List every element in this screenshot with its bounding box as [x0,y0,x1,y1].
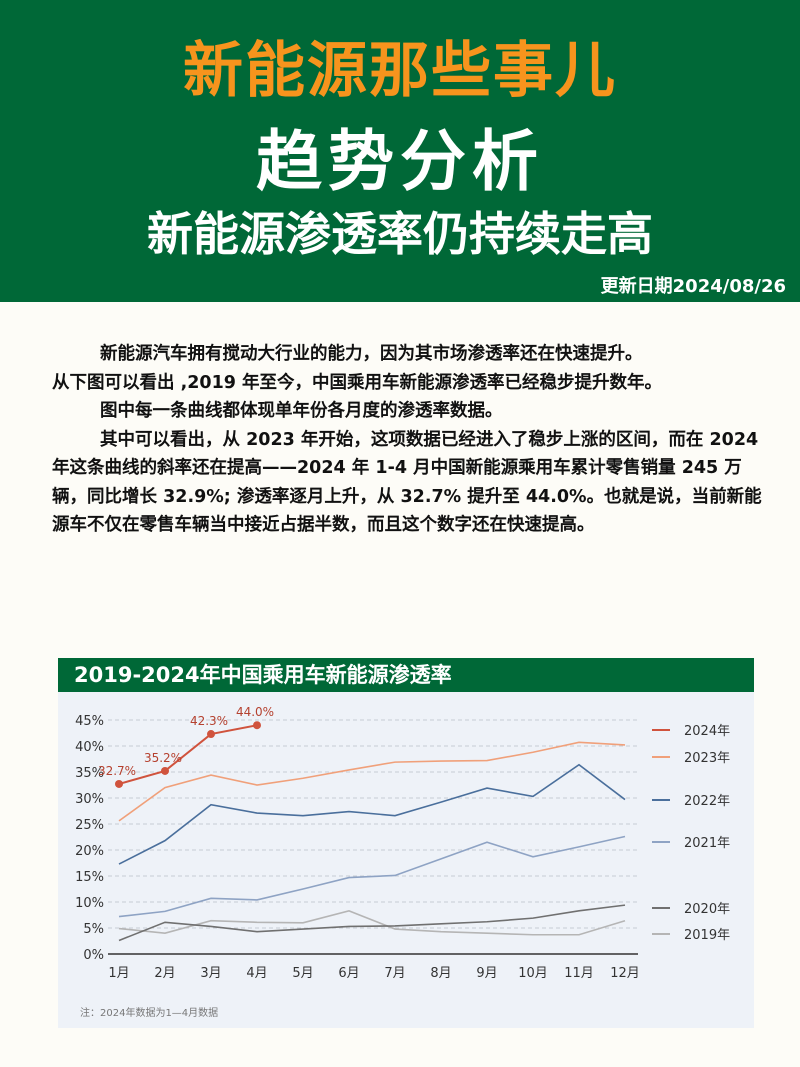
legend-label: 2023年 [684,751,730,766]
line-chart: 0% 5% 10% 15% 20% 25% 30% 35% 40% 45% 1月 2月 3月 4月 5月 6月… [75,705,730,981]
legend-label: 2022年 [684,794,730,809]
header-banner: 新能源那些事儿 趋势分析 新能源渗透率仍持续走高 更新日期2024/08/26 [0,0,800,302]
chart-card: 2019-2024年中国乘用车新能源渗透率 0% 5% 10% 15% 20% 25% 30… [58,658,754,1028]
data-label: 35.2% [144,751,182,765]
series-line-2019年 [118,910,626,936]
legend-label: 2024年 [684,724,730,739]
y-tick-label: 5% [83,922,104,937]
data-label: 32.7% [98,764,136,778]
x-tick-label: 9月 [476,966,497,981]
chart-note: 注：2024年数据为1—4月数据 [80,1008,219,1019]
x-tick-label: 7月 [384,966,405,981]
y-tick-label: 10% [75,896,104,911]
y-tick-label: 35% [75,766,104,781]
series-title: 新能源那些事儿 [183,36,617,106]
data-point [253,721,261,730]
article-body: 新能源汽车拥有搅动大行业的能力，因为其市场渗透率还在快速提升。 从下图可以看出 … [52,340,772,540]
y-tick-label: 30% [75,792,104,807]
x-tick-label: 8月 [430,966,451,981]
y-tick-label: 45% [75,714,104,729]
legend-label: 2020年 [684,902,730,917]
series-line-2024年 [118,724,258,785]
chart-title: 2019-2024年中国乘用车新能源渗透率 [58,658,754,692]
subtitle: 新能源渗透率仍持续走高 [147,207,653,261]
x-tick-label: 6月 [338,966,359,981]
y-tick-label: 40% [75,740,104,755]
data-point [161,766,169,775]
update-date: 更新日期2024/08/26 [600,276,786,297]
paragraph: 新能源汽车拥有搅动大行业的能力，因为其市场渗透率还在快速提升。 [100,344,643,364]
y-tick-label: 25% [75,818,104,833]
x-tick-label: 1月 [108,966,129,981]
paragraph: 图中每一条曲线都体现单年份各月度的渗透率数据。 [100,401,503,421]
x-tick-label: 3月 [200,966,221,981]
legend-label: 2021年 [684,836,730,851]
data-label: 44.0% [236,705,274,719]
main-title: 趋势分析 [256,123,544,200]
x-tick-label: 11月 [564,966,594,981]
series-line-2020年 [118,904,626,942]
x-tick-label: 2月 [154,966,175,981]
data-point [207,730,215,739]
y-tick-label: 20% [75,844,104,859]
y-tick-label: 0% [83,948,104,963]
x-tick-label: 4月 [246,966,267,981]
data-point [115,779,123,788]
data-label: 42.3% [190,714,228,728]
series-line-2022年 [118,763,626,865]
paragraph: 从下图可以看出 ,2019 年至今，中国乘用车新能源渗透率已经稳步提升数年。 [52,372,663,393]
paragraph: 其中可以看出，从 2023 年开始，这项数据已经进入了稳步上涨的区间，而在 20… [52,429,762,536]
series-line-2021年 [118,835,626,918]
x-tick-label: 5月 [292,966,313,981]
legend-label: 2019年 [684,928,730,943]
x-tick-label: 12月 [610,966,640,981]
x-tick-label: 10月 [518,966,548,981]
y-tick-label: 15% [75,870,104,885]
series-line-2023年 [118,741,626,822]
